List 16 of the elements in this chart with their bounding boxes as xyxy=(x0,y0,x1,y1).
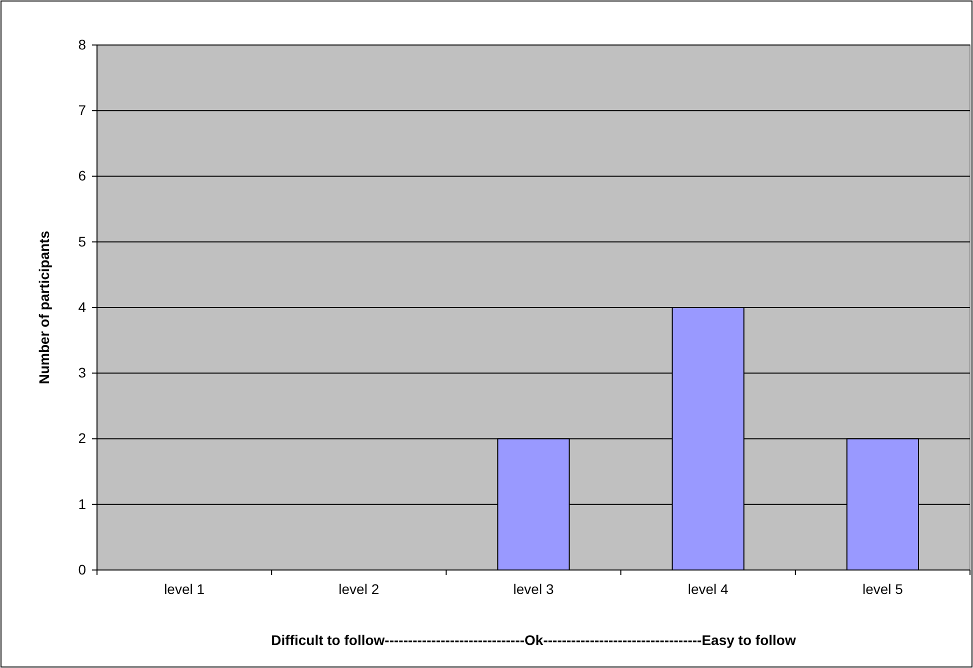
y-axis-title: Number of participants xyxy=(36,230,52,384)
y-tick-label: 8 xyxy=(78,36,86,52)
y-tick-label: 6 xyxy=(78,168,86,184)
y-tick-label: 3 xyxy=(78,364,86,381)
y-tick-label: 1 xyxy=(78,496,86,512)
y-tick-label: 4 xyxy=(78,298,86,315)
y-tick-label: 0 xyxy=(78,561,86,578)
y-tick-label: 7 xyxy=(78,102,86,118)
x-tick-label: level 3 xyxy=(513,580,554,597)
x-tick-label: level 4 xyxy=(688,580,729,597)
x-tick-label: level 1 xyxy=(164,580,205,597)
x-tick-label: level 5 xyxy=(862,580,904,597)
y-tick-label: 2 xyxy=(78,430,86,446)
y-tick-label: 5 xyxy=(78,233,86,250)
x-axis-title: Difficult to follow------------------------------Ok----------------------------------Easy to follow xyxy=(271,632,796,648)
x-tick-label: level 2 xyxy=(338,580,380,597)
